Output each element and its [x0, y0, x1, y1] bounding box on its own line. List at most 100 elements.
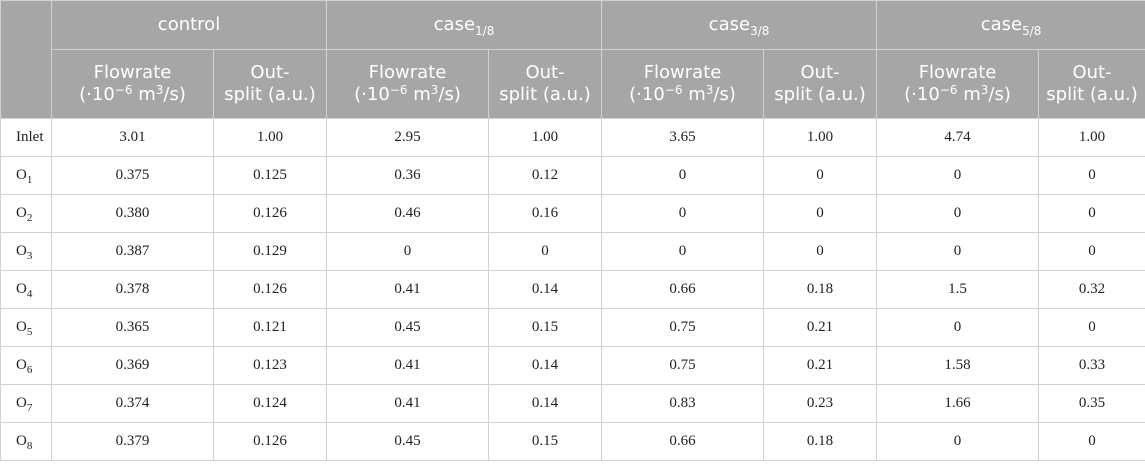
unit-base: m: [682, 83, 706, 105]
table-cell: 0.123: [213, 346, 327, 385]
unit-base: m: [957, 83, 981, 105]
table-cell: 0.126: [213, 194, 327, 233]
row-label-subscript: 2: [26, 212, 33, 224]
unit-exponent: −6: [664, 82, 683, 97]
table-cell: 1.00: [1038, 118, 1145, 157]
table-cell: 4.74: [876, 118, 1040, 157]
group-header-label: case: [980, 13, 1023, 35]
table-cell: 0.126: [213, 270, 327, 309]
outsplit-header: Out-split (a.u.): [1038, 49, 1145, 119]
outsplit-header-line1: Out-: [800, 62, 840, 83]
table-cell: 0.369: [51, 346, 214, 385]
table-row: O3 0.387 0.129 0 0 0 0 0 0: [0, 232, 1145, 271]
table-cell: 0.387: [51, 232, 214, 271]
unit-suffix: /s): [163, 83, 186, 105]
table-row: O8 0.379 0.126 0.45 0.15 0.66 0.18 0 0: [0, 422, 1145, 461]
table-cell: 0: [601, 156, 765, 195]
table-cell: 0: [1038, 194, 1145, 233]
table-row: O4 0.378 0.126 0.41 0.14 0.66 0.18 1.5 0.32: [0, 270, 1145, 309]
table-cell: 0.15: [487, 422, 603, 461]
table-cell: 0.121: [213, 308, 327, 347]
table-cell: 0.14: [487, 270, 603, 309]
group-header-subscript: 1/8: [475, 23, 495, 38]
table-cell: 0.374: [51, 384, 214, 423]
unit-prefix: (·10: [79, 83, 115, 105]
table-cell: 0.18: [763, 422, 878, 461]
group-header-4: case5/8: [876, 0, 1145, 50]
group-header-subscript: 5/8: [1022, 23, 1042, 38]
row-label-text: O: [16, 395, 27, 411]
unit-suffix: /s): [713, 83, 736, 105]
outsplit-header: Out-split (a.u.): [763, 49, 878, 119]
table-cell: 0: [876, 194, 1040, 233]
unit-prefix: (·10: [629, 83, 665, 105]
table-cell: 0.16: [487, 194, 603, 233]
outsplit-header-line2: split (a.u.): [774, 84, 866, 105]
row-label-text: O: [16, 243, 27, 259]
unit-power: 3: [980, 82, 989, 97]
table-cell: 0: [601, 232, 765, 271]
flowrate-header: Flowrate (·10−6 m3/s): [876, 49, 1040, 119]
group-header-subscript: 3/8: [750, 23, 770, 38]
outsplit-header-line2: split (a.u.): [224, 84, 316, 105]
table-cell: 0: [1038, 308, 1145, 347]
outsplit-header-line2: split (a.u.): [1046, 84, 1138, 105]
row-label-text: O: [16, 357, 27, 373]
flowrate-header-line1: Flowrate: [918, 61, 997, 83]
unit-prefix: (·10: [904, 83, 940, 105]
table-cell: 0: [876, 156, 1040, 195]
table-cell: 0.129: [213, 232, 327, 271]
table-cell: 0.380: [51, 194, 214, 233]
table-cell: 0.66: [601, 422, 765, 461]
table-cell: 0: [487, 232, 603, 271]
table-cell: 0.23: [763, 384, 878, 423]
unit-base: m: [407, 83, 431, 105]
row-label: O3: [0, 232, 52, 271]
group-header-2: case1/8: [325, 0, 603, 50]
table-cell: 0: [763, 194, 878, 233]
row-label: O8: [0, 422, 52, 461]
row-label: Inlet: [0, 118, 52, 157]
row-label-text: O: [16, 319, 27, 335]
unit-power: 3: [705, 82, 714, 97]
flowrate-header: Flowrate (·10−6 m3/s): [51, 49, 214, 119]
group-header-row: control case1/8 case3/8 case5/8: [0, 0, 1145, 119]
unit-exponent: −6: [389, 82, 408, 97]
table-cell: 0.21: [763, 308, 878, 347]
unit-exponent: −6: [939, 82, 958, 97]
row-label-subscript: 8: [26, 440, 33, 452]
outsplit-header-line1: Out-: [525, 62, 565, 83]
table-cell: 0.14: [487, 384, 603, 423]
row-label: O6: [0, 346, 52, 385]
table-cell: 0.41: [326, 384, 489, 423]
table-cell: 0.375: [51, 156, 214, 195]
unit-base: m: [132, 83, 156, 105]
group-header-3: case3/8: [601, 0, 878, 50]
table-row: Inlet 3.01 1.00 2.95 1.00 3.65 1.00 4.74 1.00: [0, 118, 1145, 157]
table-row: O2 0.380 0.126 0.46 0.16 0 0 0 0: [0, 194, 1145, 233]
unit-suffix: /s): [988, 83, 1011, 105]
flowrate-header: Flowrate (·10−6 m3/s): [601, 49, 765, 119]
table-cell: 0: [876, 308, 1040, 347]
table-cell: 0.124: [213, 384, 327, 423]
row-label-text: O: [16, 433, 27, 449]
table-cell: 1.58: [876, 346, 1040, 385]
table-cell: 0: [876, 422, 1040, 461]
row-label: O4: [0, 270, 52, 309]
table-cell: 0.18: [763, 270, 878, 309]
flowrate-header: Flowrate (·10−6 m3/s): [326, 49, 489, 119]
table-cell: 0: [876, 232, 1040, 271]
row-label: O2: [0, 194, 52, 233]
row-label-text: O: [16, 281, 27, 297]
column-header-row: Flowrate (·10−6 m3/s) Out-split (a.u.) Flow…: [1, 49, 1145, 119]
outsplit-header-line1: Out-: [250, 62, 290, 83]
table-cell: 0.21: [763, 346, 878, 385]
table-body: Inlet 3.01 1.00 2.95 1.00 3.65 1.00 4.74 1.00 O1 0…: [0, 118, 1145, 461]
table-cell: 0.66: [601, 270, 765, 309]
unit-prefix: (·10: [354, 83, 390, 105]
row-label-subscript: 7: [26, 402, 33, 414]
table-row: O6 0.369 0.123 0.41 0.14 0.75 0.21 1.58 0.33: [0, 346, 1145, 385]
outsplit-header: Out-split (a.u.): [487, 49, 603, 119]
row-label: O7: [0, 384, 52, 423]
table-header: control case1/8 case3/8 case5/8 Flowrate (·1…: [0, 0, 1145, 119]
